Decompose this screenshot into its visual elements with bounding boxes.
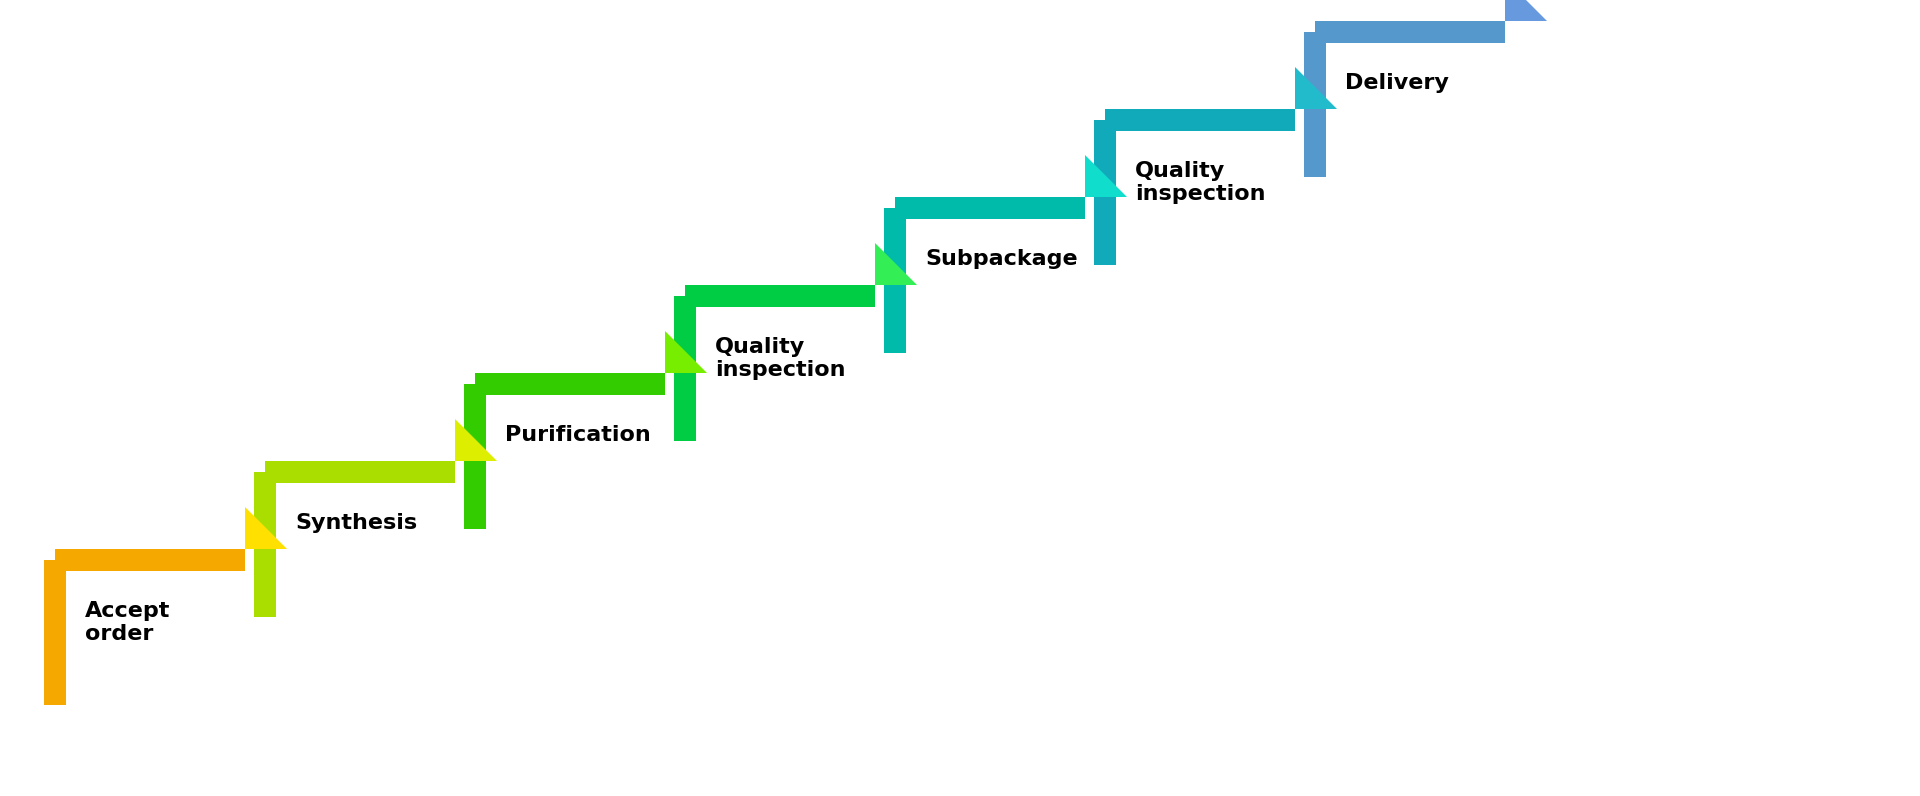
- Text: Purification: Purification: [505, 425, 651, 445]
- Polygon shape: [876, 243, 918, 285]
- Bar: [1106, 109, 1294, 131]
- Text: Delivery: Delivery: [1346, 73, 1450, 93]
- Bar: [883, 208, 906, 353]
- Polygon shape: [664, 331, 707, 373]
- Text: Accept
order: Accept order: [84, 601, 171, 644]
- Bar: [674, 296, 695, 441]
- Polygon shape: [1085, 155, 1127, 197]
- Text: Synthesis: Synthesis: [296, 513, 417, 533]
- Polygon shape: [455, 419, 497, 461]
- Bar: [474, 373, 664, 395]
- Polygon shape: [1294, 67, 1336, 109]
- Bar: [265, 461, 455, 483]
- Bar: [1304, 32, 1327, 177]
- Text: Subpackage: Subpackage: [925, 249, 1077, 269]
- Text: Quality
inspection: Quality inspection: [1135, 161, 1265, 205]
- Text: Quality
inspection: Quality inspection: [714, 337, 845, 380]
- Bar: [253, 472, 276, 617]
- Bar: [465, 384, 486, 529]
- Bar: [44, 560, 65, 705]
- Bar: [895, 197, 1085, 219]
- Bar: [56, 549, 246, 571]
- Polygon shape: [1505, 0, 1548, 21]
- Bar: [685, 285, 876, 307]
- Polygon shape: [246, 507, 286, 549]
- Bar: [1315, 21, 1505, 43]
- Bar: [1094, 120, 1116, 265]
